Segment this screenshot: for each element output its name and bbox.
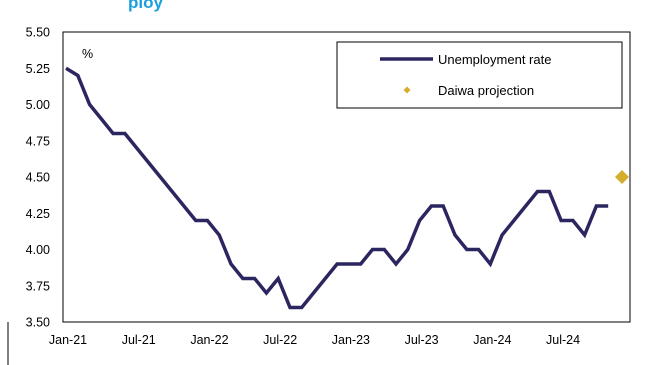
legend-label-unemployment-rate: Unemployment rate	[438, 52, 551, 67]
x-tick-label: Jan-23	[332, 333, 370, 347]
y-axis: 5.50 5.25 5.00 4.75 4.50 4.25 4.00 3.75 …	[26, 26, 50, 330]
unit-label: %	[82, 47, 93, 61]
x-tick-label: Jan-22	[190, 333, 228, 347]
series-line-unemployment-rate	[65, 66, 609, 310]
x-axis: Jan-21 Jul-21 Jan-22 Jul-22 Jan-23 Jul-2…	[49, 333, 580, 347]
y-tick-label: 4.75	[26, 134, 50, 148]
y-tick-label: 4.00	[26, 243, 50, 257]
projection-point	[615, 170, 629, 184]
y-tick-label: 5.25	[26, 62, 50, 76]
series-layer	[65, 66, 629, 310]
chart-title-fragment: ploy	[128, 0, 163, 12]
legend: Unemployment rate Daiwa projection	[336, 41, 623, 109]
legend-box	[336, 41, 623, 109]
x-tick-label: Jul-22	[263, 333, 297, 347]
y-tick-label: 4.25	[26, 207, 50, 221]
y-tick-label: 5.00	[26, 98, 50, 112]
x-tick-label: Jul-21	[122, 333, 156, 347]
x-tick-label: Jul-24	[546, 333, 580, 347]
y-tick-label: 4.50	[26, 171, 50, 185]
x-tick-label: Jan-24	[473, 333, 511, 347]
legend-swatch-daiwa-projection	[403, 86, 411, 94]
y-tick-label: 3.75	[26, 279, 50, 293]
y-tick-label: 5.50	[26, 26, 50, 40]
x-tick-label: Jan-21	[49, 333, 87, 347]
y-tick-label: 3.50	[26, 316, 50, 330]
legend-label-daiwa-projection: Daiwa projection	[438, 83, 534, 98]
x-tick-label: Jul-23	[405, 333, 439, 347]
plot-area	[62, 31, 631, 323]
